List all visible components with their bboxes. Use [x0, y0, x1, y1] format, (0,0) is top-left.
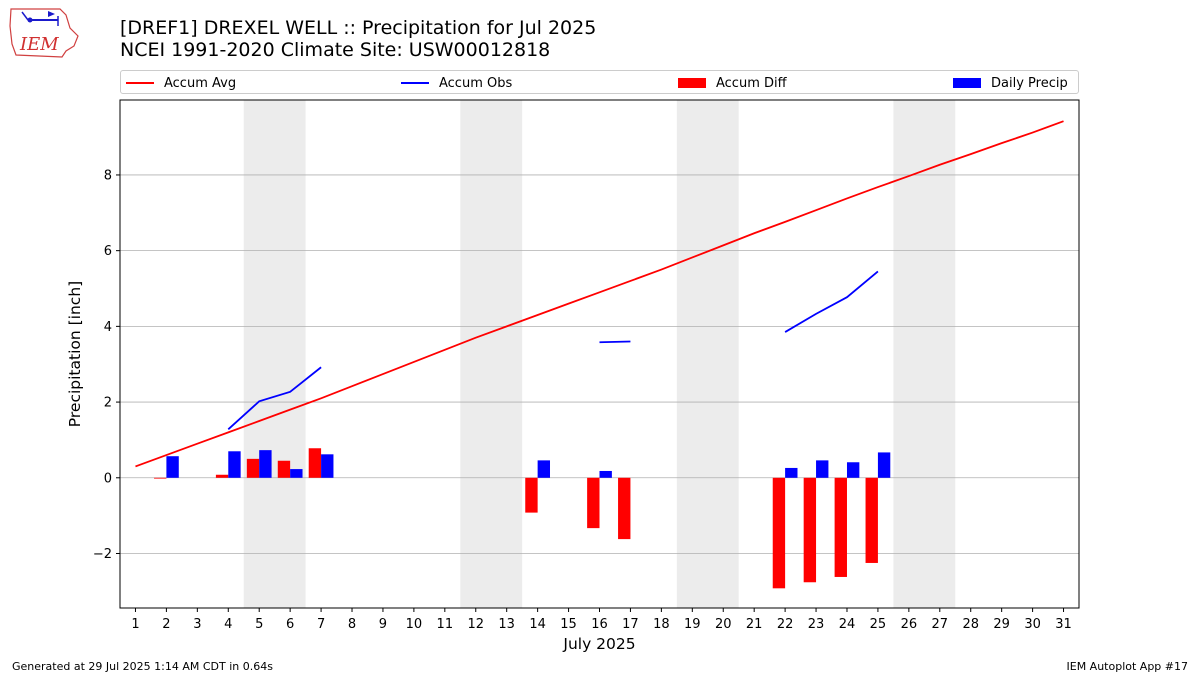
legend-label-accum-diff: Accum Diff	[716, 75, 787, 91]
accum-diff-bar-day-14	[525, 477, 538, 513]
weekend-band-2	[460, 100, 523, 608]
legend-swatch-accum-diff	[678, 78, 706, 88]
daily-precip-bar-day-6	[290, 469, 303, 478]
x-tick-label: 12	[467, 617, 484, 632]
x-tick-label: 17	[622, 617, 639, 632]
x-tick-label: 13	[498, 617, 515, 632]
x-tick-label: 11	[437, 617, 454, 632]
x-tick-label: 20	[715, 617, 732, 632]
weekend-band-1	[243, 100, 306, 608]
x-tick-label: 2	[162, 617, 170, 632]
daily-precip-bar-day-16	[599, 470, 612, 478]
legend-label-accum-avg: Accum Avg	[164, 75, 237, 91]
accum-diff-bar-day-16	[587, 477, 600, 529]
daily-precip-bar-day-23	[816, 460, 829, 478]
accum-obs-line-segment-3	[784, 270, 879, 333]
accum-obs-line-segment-1	[227, 366, 322, 430]
x-tick-label: 1	[131, 617, 139, 632]
daily-precip-bar-day-24	[846, 462, 860, 478]
accum-diff-bar-day-25	[865, 477, 878, 563]
x-tick-label: 24	[839, 617, 856, 632]
accum-diff-bar-day-23	[803, 477, 817, 583]
x-tick-label: 6	[286, 617, 294, 632]
x-tick-label: 3	[193, 617, 201, 632]
x-tick-label: 25	[870, 617, 887, 632]
weekend-band-3	[676, 100, 739, 608]
x-tick-label: 31	[1055, 617, 1072, 632]
legend-item-accum-diff: Accum Diff	[678, 74, 787, 92]
accum-diff-bar-day-6	[277, 460, 291, 478]
daily-precip-bar-day-22	[785, 467, 798, 478]
legend-label-accum-obs: Accum Obs	[439, 75, 513, 91]
accum-diff-bar-day-17	[618, 477, 631, 540]
accum-diff-bar-day-4	[215, 474, 229, 478]
x-axis-label: July 2025	[562, 635, 635, 653]
legend-item-accum-avg: Accum Avg	[126, 74, 236, 92]
x-tick-label: 7	[317, 617, 325, 632]
x-tick-label: 9	[379, 617, 387, 632]
daily-precip-bar-day-25	[877, 452, 891, 478]
chart-legend: Accum Avg Accum Obs Accum Diff Daily Pre…	[120, 70, 1079, 94]
daily-precip-bar-day-14	[537, 460, 551, 478]
chart-title: [DREF1] DREXEL WELL :: Precipitation for…	[120, 17, 597, 39]
x-tick-label: 29	[993, 617, 1010, 632]
legend-swatch-accum-avg	[126, 82, 154, 84]
x-tick-label: 21	[746, 617, 763, 632]
accum-diff-bar-day-22	[772, 477, 786, 589]
legend-swatch-daily-precip	[953, 78, 981, 88]
x-tick-label: 15	[560, 617, 577, 632]
legend-swatch-accum-obs	[401, 82, 429, 84]
x-tick-label: 26	[901, 617, 918, 632]
x-tick-label: 22	[777, 617, 794, 632]
accum-diff-bar-day-24	[834, 477, 847, 577]
accum-obs-line-segment-2	[599, 340, 631, 344]
y-tick-label: 8	[104, 168, 112, 183]
daily-precip-bar-day-2	[166, 456, 179, 478]
x-tick-label: 4	[224, 617, 232, 632]
daily-precip-bar-day-4	[228, 451, 241, 478]
x-tick-label: 19	[684, 617, 701, 632]
daily-precip-bar-day-5	[259, 450, 272, 478]
legend-item-accum-obs: Accum Obs	[401, 74, 512, 92]
y-tick-label: −2	[93, 547, 112, 562]
accum-diff-bar-day-2	[154, 477, 167, 479]
generated-timestamp: Generated at 29 Jul 2025 1:14 AM CDT in …	[12, 660, 273, 673]
x-tick-label: 30	[1024, 617, 1041, 632]
accum-avg-line	[135, 120, 1064, 468]
app-credit: IEM Autoplot App #17	[1066, 660, 1189, 673]
y-axis-label: Precipitation [inch]	[66, 281, 84, 427]
x-tick-label: 28	[962, 617, 979, 632]
x-tick-label: 14	[529, 617, 546, 632]
x-tick-label: 16	[591, 617, 608, 632]
x-tick-label: 27	[932, 617, 949, 632]
daily-precip-bar-day-7	[321, 454, 334, 478]
chart-subtitle: NCEI 1991-2020 Climate Site: USW00012818	[120, 39, 551, 61]
accum-diff-bar-day-5	[246, 458, 260, 478]
legend-item-daily-precip: Daily Precip	[953, 74, 1068, 92]
weekend-band-4	[893, 100, 956, 608]
x-tick-label: 23	[808, 617, 825, 632]
accum-diff-bar-day-7	[308, 448, 322, 478]
x-tick-label: 5	[255, 617, 263, 632]
x-tick-label: 10	[406, 617, 423, 632]
legend-label-daily-precip: Daily Precip	[991, 75, 1068, 91]
y-tick-label: 0	[104, 471, 112, 486]
y-tick-label: 4	[104, 320, 112, 335]
y-tick-label: 2	[104, 396, 112, 411]
y-tick-label: 6	[104, 244, 112, 259]
iem-logo: IEM	[9, 8, 79, 58]
x-tick-label: 18	[653, 617, 670, 632]
svg-text:IEM: IEM	[19, 34, 59, 55]
x-tick-label: 8	[348, 617, 356, 632]
